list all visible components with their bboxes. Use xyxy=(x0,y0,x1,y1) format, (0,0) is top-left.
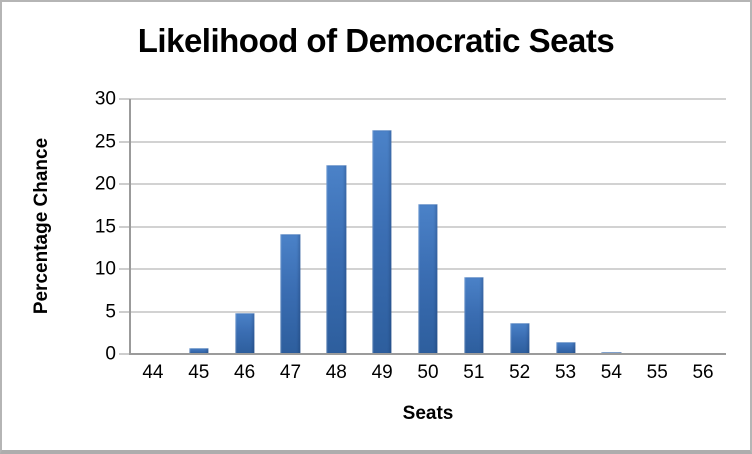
plot-area xyxy=(119,98,726,355)
x-tick-label-50: 50 xyxy=(417,362,439,383)
category-cell-44 xyxy=(130,99,176,354)
bar-49 xyxy=(372,129,392,354)
y-tick-label-5: 5 xyxy=(105,301,116,322)
bar-53 xyxy=(555,342,576,354)
y-axis-line xyxy=(129,99,131,354)
category-cell-46 xyxy=(222,99,268,354)
x-tick-label-49: 49 xyxy=(371,362,393,383)
chart-title: Likelihood of Democratic Seats xyxy=(137,22,615,59)
category-cell-54 xyxy=(588,99,634,354)
bar-50 xyxy=(418,204,438,354)
y-tick-label-10: 10 xyxy=(94,258,116,280)
bar-45 xyxy=(189,348,209,354)
y-tick-mark-20 xyxy=(119,183,130,185)
gridline-y-20 xyxy=(130,183,726,185)
y-axis-title: Percentage Chance xyxy=(31,137,52,315)
y-tick-mark-25 xyxy=(119,141,130,142)
category-cell-56 xyxy=(680,99,726,354)
x-tick-label-56: 56 xyxy=(692,362,714,383)
y-tick-label-15: 15 xyxy=(94,216,116,237)
y-tick-mark-0 xyxy=(119,353,130,355)
category-cell-53 xyxy=(543,99,589,354)
category-cell-55 xyxy=(634,99,680,354)
category-cell-50 xyxy=(405,99,451,354)
x-axis-title: Seats xyxy=(402,403,454,424)
x-axis-line xyxy=(129,353,726,355)
category-cell-52 xyxy=(497,99,543,354)
y-tick-label-25: 25 xyxy=(94,131,116,152)
gridline-y-30 xyxy=(130,98,726,100)
bar-47 xyxy=(280,234,301,354)
x-tick-label-53: 53 xyxy=(554,362,577,383)
category-cell-51 xyxy=(451,99,497,354)
category-cell-45 xyxy=(176,99,222,354)
x-tick-label-46: 46 xyxy=(234,362,256,383)
y-axis-tick-labels: 0 5 10 15 20 25 30 xyxy=(60,90,116,364)
x-tick-label-52: 52 xyxy=(509,362,531,383)
category-cell-48 xyxy=(313,99,359,354)
y-tick-label-30: 30 xyxy=(94,88,116,110)
x-tick-label-48: 48 xyxy=(325,362,347,383)
x-tick-label-44: 44 xyxy=(142,362,164,383)
x-axis-tick-labels: 44 45 46 47 48 49 50 51 52 53 54 55 56 xyxy=(130,362,726,384)
bar-52 xyxy=(510,323,530,354)
x-tick-label-55: 55 xyxy=(646,362,668,383)
x-tick-label-54: 54 xyxy=(600,362,622,383)
bar-48 xyxy=(326,165,346,354)
y-tick-mark-15 xyxy=(119,226,130,227)
bar-51 xyxy=(464,276,484,354)
category-cell-47 xyxy=(268,99,314,354)
gridline-y-25 xyxy=(130,141,726,142)
x-tick-label-51: 51 xyxy=(463,362,485,383)
bar-46 xyxy=(234,313,255,354)
category-cell-49 xyxy=(359,99,405,354)
y-tick-mark-5 xyxy=(119,311,130,312)
y-tick-mark-10 xyxy=(119,268,130,270)
bar-series xyxy=(130,99,726,354)
y-tick-label-20: 20 xyxy=(94,173,116,195)
x-tick-label-47: 47 xyxy=(279,362,302,383)
y-tick-mark-30 xyxy=(119,98,130,100)
y-tick-label-0: 0 xyxy=(105,343,116,365)
x-tick-label-45: 45 xyxy=(188,362,210,383)
